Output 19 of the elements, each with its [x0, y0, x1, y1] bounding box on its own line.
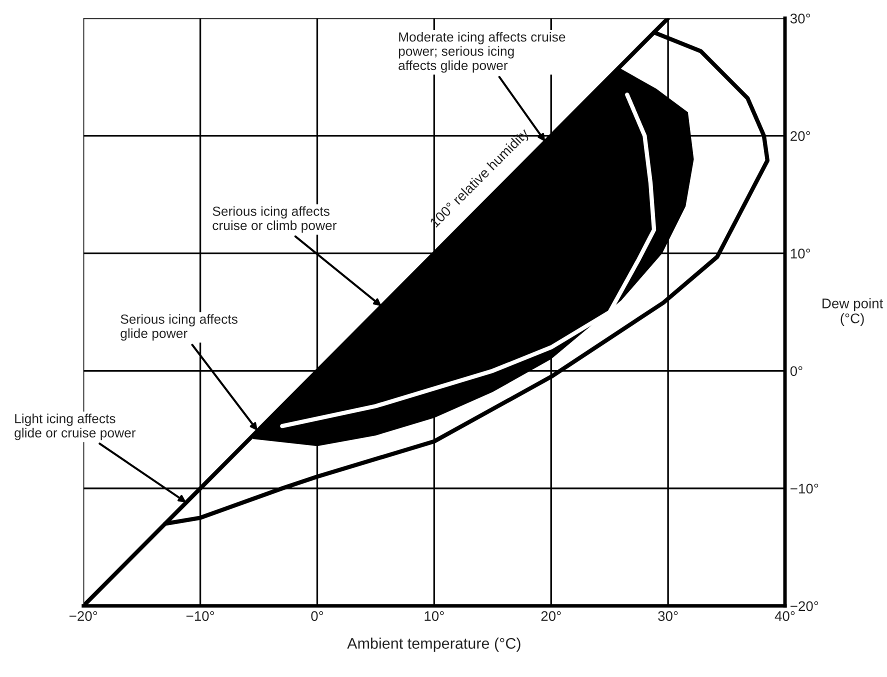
y-axis-title: Dew point (°C) [822, 298, 884, 326]
y-tick-label: −20° [790, 601, 818, 612]
y-tick-label: 0° [790, 366, 802, 376]
annotation: Light icing affects glide or cruise power [14, 414, 136, 440]
y-tick-label: −10° [790, 484, 818, 494]
x-tick-label: 20° [541, 611, 561, 621]
x-tick-label: 30° [658, 611, 678, 621]
y-tick-label: 10° [790, 248, 810, 259]
x-tick-label: −10° [186, 611, 214, 621]
y-tick-label: 30° [790, 14, 810, 24]
x-axis-title: Ambient temperature (°C) [347, 638, 520, 652]
x-tick-label: 40° [774, 611, 795, 621]
x-tick-label: −20° [70, 611, 98, 621]
y-tick-label: 20° [790, 131, 810, 141]
x-tick-label: 0° [311, 611, 324, 621]
x-tick-label: 10° [424, 611, 444, 621]
annotation: Serious icing affects glide power [120, 314, 238, 341]
annotation: Serious icing affects cruise or climb power [212, 206, 337, 233]
annotation: Moderate icing affects cruise power; serious icing affects glide power [398, 32, 566, 73]
